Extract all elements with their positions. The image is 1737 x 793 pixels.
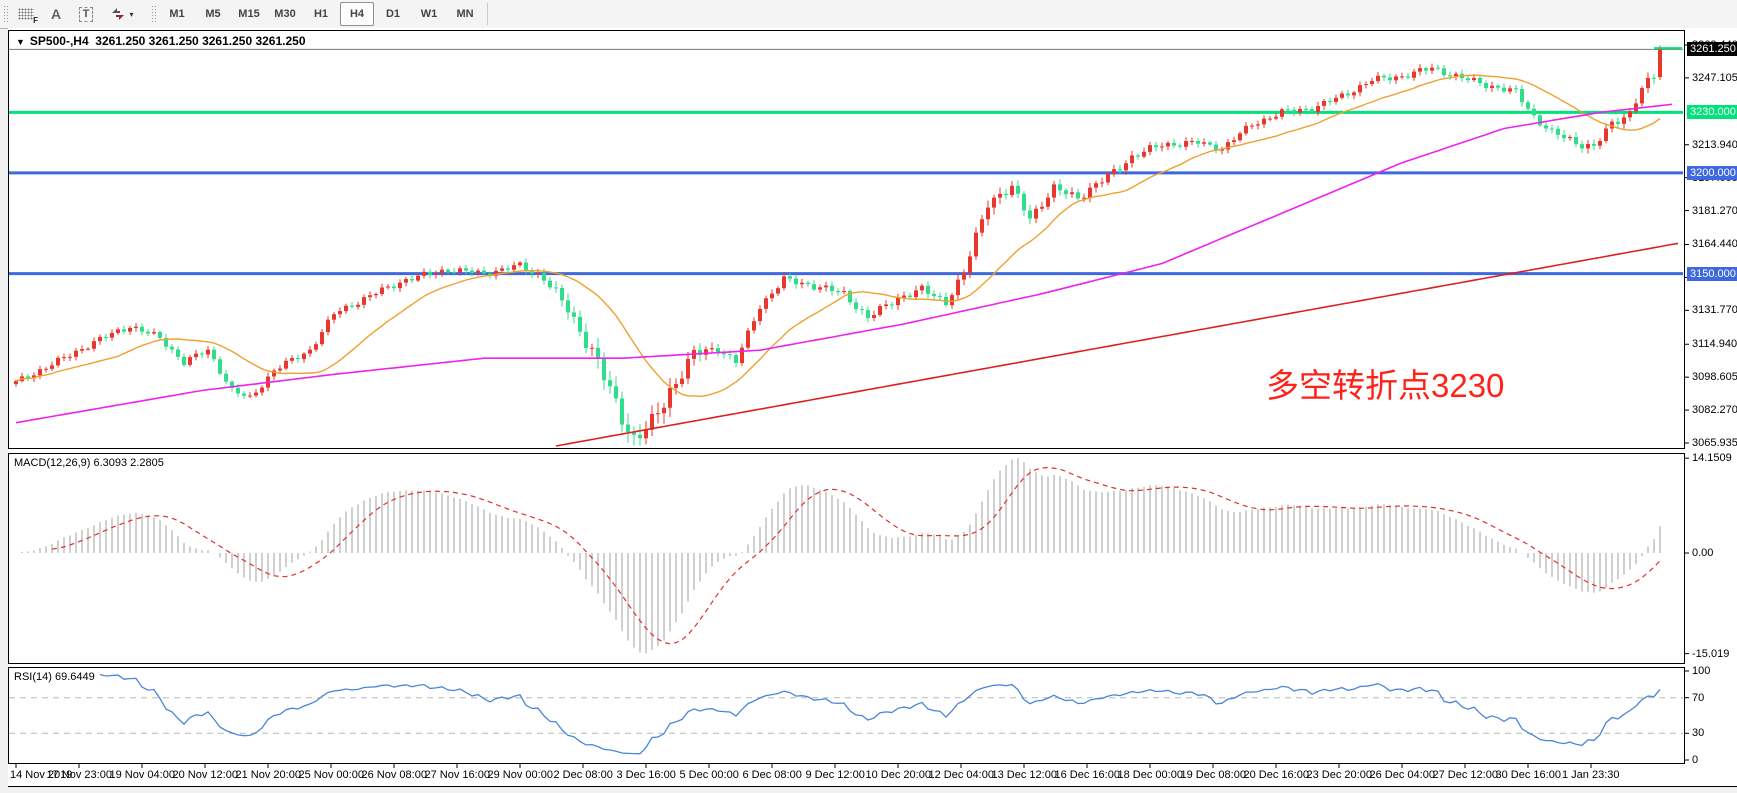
time-axis-label: 30 Dec 16:00 (1495, 769, 1561, 781)
time-axis-label: 20 Dec 16:00 (1243, 769, 1309, 781)
toolbar: F A T ▾ M1 M5 M15 M30 H1 H4 D1 W1 MN (0, 0, 1737, 29)
toolbar-grip[interactable] (3, 4, 8, 24)
macd-axis-tick-label: 14.1509 (1692, 452, 1732, 465)
timeframe-button-h1[interactable]: H1 (313, 8, 329, 20)
text-label-tool-button[interactable]: T (73, 3, 99, 25)
time-axis-label: 26 Dec 04:00 (1369, 769, 1435, 781)
time-axis-label: 19 Nov 04:00 (109, 769, 175, 781)
macd-header-label: MACD(12,26,9) 6.3093 2.2805 (14, 457, 164, 469)
price-axis-tick-label: 3098.605 (1692, 371, 1737, 384)
time-axis-label: 27 Dec 12:00 (1432, 769, 1498, 781)
rsi-axis-tick-label: 70 (1692, 691, 1705, 704)
toolbar-grip[interactable] (151, 4, 156, 24)
hline-price-label-box: 3150.000 (1687, 266, 1737, 281)
timeframe-button-h4[interactable]: H4 (340, 2, 374, 26)
price-axis-tick-label: 3131.770 (1692, 304, 1737, 317)
letter-a-icon: A (50, 6, 62, 22)
time-axis-label: 13 Dec 12:00 (991, 769, 1057, 781)
price-axis-tick-label: 3082.270 (1692, 404, 1737, 417)
time-axis-label: 14 Nov 2019 (10, 769, 73, 781)
hline-price-label-box: 3230.000 (1687, 105, 1737, 120)
grid-icon: F (18, 8, 38, 25)
price-axis-tick-label: 3213.940 (1692, 138, 1737, 151)
time-axis-label: 27 Nov 16:00 (424, 769, 490, 781)
chart-bottom-border (8, 786, 1737, 787)
time-axis-label: 29 Nov 00:00 (487, 769, 553, 781)
timeframe-button-d1[interactable]: D1 (385, 8, 401, 20)
time-axis-label: 20 Nov 12:00 (172, 769, 238, 781)
current-price-label-box: 3261.250 (1687, 42, 1737, 57)
macd-axis-tick-label: 0.00 (1692, 547, 1714, 559)
timeframe-button-group: M1 M5 M15 M30 H1 H4 D1 W1 MN (159, 2, 483, 26)
dropdown-caret-icon: ▾ (129, 9, 134, 19)
time-axis-label: 2 Dec 08:00 (553, 769, 613, 781)
time-axis-label: 1 Jan 23:30 (1562, 769, 1620, 781)
time-axis-label: 16 Dec 16:00 (1054, 769, 1120, 781)
time-axis-label: 19 Dec 08:00 (1180, 769, 1246, 781)
hline-price-label-box: 3200.000 (1687, 165, 1737, 180)
chart-annotation-text: 多空转折点3230 (1266, 367, 1505, 404)
arrows-icon (112, 8, 125, 20)
time-axis-label: 3 Dec 16:00 (616, 769, 676, 781)
rsi-axis-tick-label: 100 (1692, 665, 1711, 677)
rsi-axis-tick-label: 30 (1692, 727, 1705, 740)
time-axis-label: 26 Nov 08:00 (361, 769, 427, 781)
timeframe-button-m1[interactable]: M1 (169, 8, 185, 20)
chart-client-area: ▼ SP500-,H4 3261.250 3261.250 3261.250 32… (8, 28, 1737, 787)
time-axis-label: 9 Dec 12:00 (805, 769, 865, 781)
timeframe-button-mn[interactable]: MN (456, 8, 474, 20)
macd-axis-tick-label: -15.019 (1692, 647, 1730, 660)
rsi-indicator-pane[interactable] (8, 667, 1685, 764)
chart-title-quotes: 3261.250 3261.250 3261.250 3261.250 (95, 34, 306, 48)
fibonacci-grid-tool-button[interactable]: F (13, 3, 39, 25)
time-axis-label: 17 Nov 23:00 (46, 769, 112, 781)
price-axis-tick-label: 3181.270 (1692, 204, 1737, 217)
time-axis-label: 21 Nov 20:00 (235, 769, 301, 781)
time-axis-label: 5 Dec 00:00 (679, 769, 739, 781)
time-axis-label: 10 Dec 20:00 (865, 769, 931, 781)
time-axis-label: 23 Dec 20:00 (1306, 769, 1372, 781)
macd-indicator-pane[interactable] (8, 453, 1685, 664)
time-axis-label: 12 Dec 04:00 (928, 769, 994, 781)
timeframe-button-m30[interactable]: M30 (274, 8, 296, 20)
timeframe-button-w1[interactable]: W1 (420, 8, 438, 20)
price-axis-tick-label: 3164.440 (1692, 238, 1737, 251)
price-axis-tick-label: 3065.935 (1692, 436, 1737, 449)
chart-title: ▼ SP500-,H4 3261.250 3261.250 3261.250 32… (16, 34, 306, 48)
timeframe-button-m15[interactable]: M15 (238, 8, 260, 20)
time-axis[interactable] (8, 764, 1737, 784)
chevron-down-icon[interactable]: ▼ (16, 37, 25, 47)
rsi-header-label: RSI(14) 69.6449 (14, 671, 95, 683)
price-axis-tick-label: 3247.105 (1692, 71, 1737, 84)
time-axis-label: 25 Nov 00:00 (298, 769, 364, 781)
timeframe-button-m5[interactable]: M5 (205, 8, 221, 20)
price-axis-tick-label: 3114.940 (1692, 338, 1737, 351)
text-tool-button[interactable]: A (43, 3, 69, 25)
rsi-axis-tick-label: 0 (1692, 754, 1699, 766)
arrows-tool-button[interactable]: ▾ (103, 3, 141, 25)
time-axis-label: 18 Dec 00:00 (1117, 769, 1183, 781)
boxed-t-icon: T (78, 6, 94, 22)
toolbar-separator (487, 3, 488, 25)
time-axis-label: 6 Dec 08:00 (742, 769, 802, 781)
